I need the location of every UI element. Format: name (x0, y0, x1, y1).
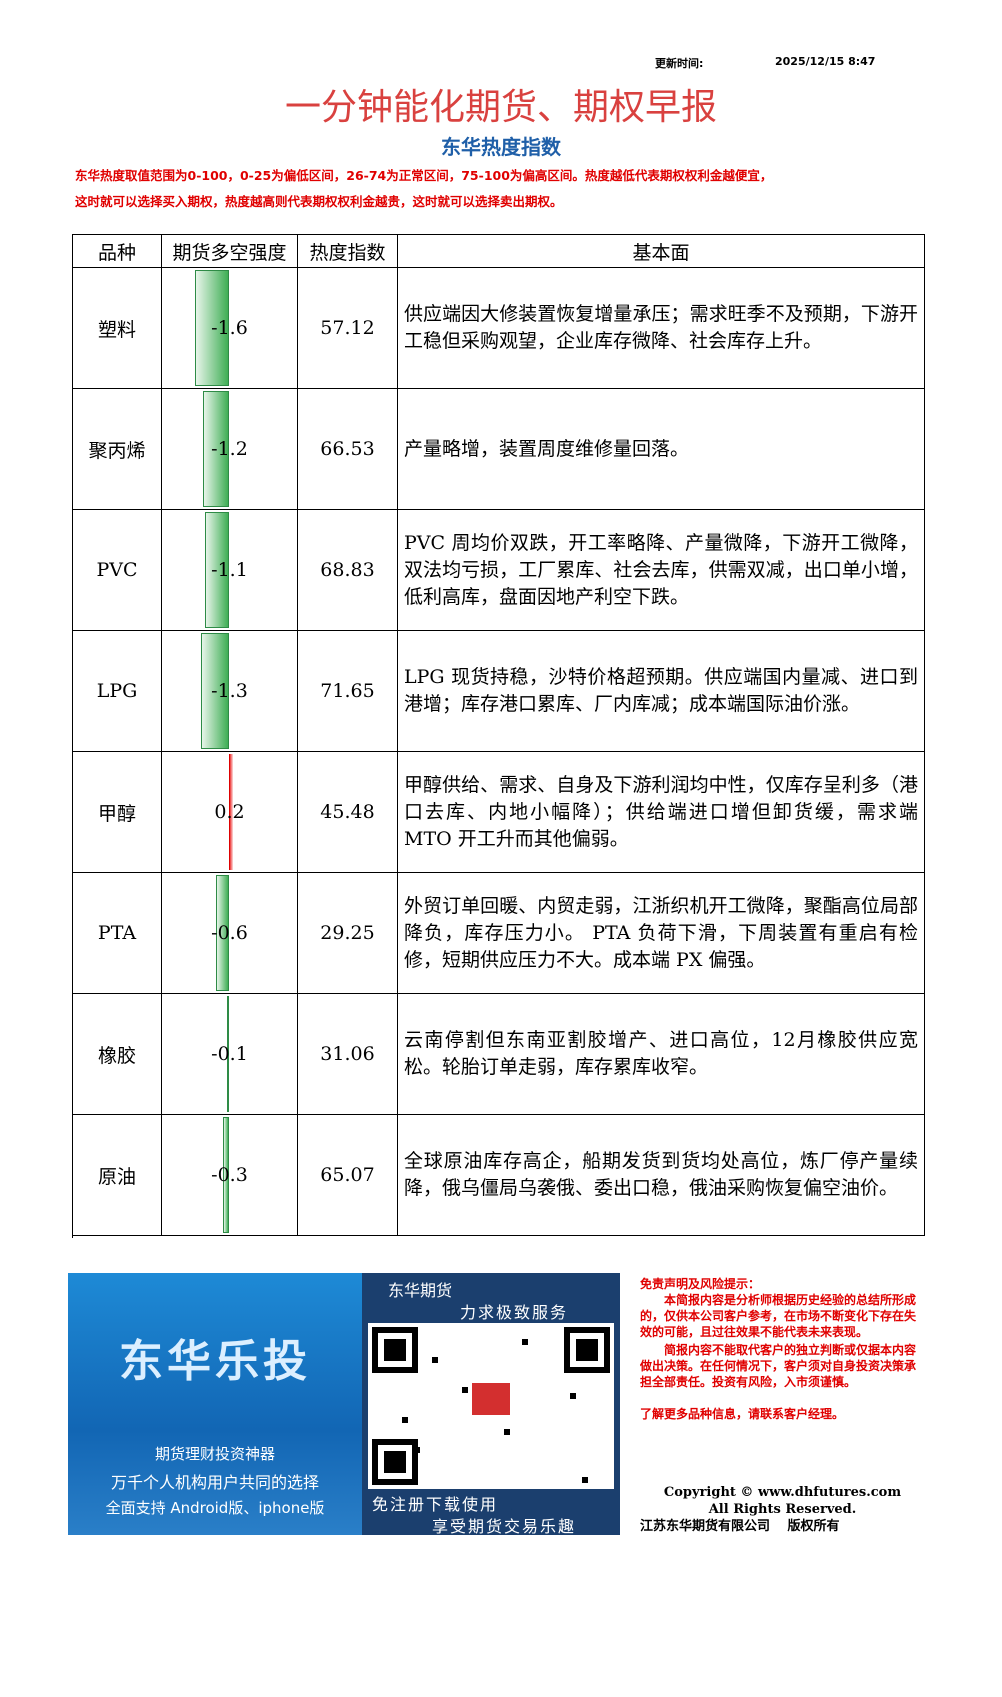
qr-module (402, 1417, 408, 1423)
heat-index: 66.53 (298, 389, 398, 510)
strength-bar (205, 512, 229, 628)
qr-module (432, 1357, 438, 1363)
strength-bar (222, 1117, 229, 1233)
strength-bar (226, 996, 229, 1112)
strength-bar (194, 270, 229, 386)
note: 东华热度取值范围为0-100，0-25为偏低区间，26-74为正常区间，75-1… (75, 168, 773, 183)
column-header: 热度指数 (298, 235, 398, 268)
strength-value: -1.3 (211, 680, 248, 702)
strength-bar (201, 633, 229, 749)
product-name: 甲醇 (73, 752, 162, 873)
column-header: 基本面 (398, 235, 925, 268)
strength-value: 0.2 (214, 801, 245, 823)
disclaimer-title: 免责声明及风险提示： (640, 1277, 761, 1291)
heat-index: 45.48 (298, 752, 398, 873)
strength-value: -0.3 (211, 1164, 248, 1186)
strength-cell: -0.6 (162, 873, 298, 994)
title: 一分钟能化期货、期权早报 (284, 87, 717, 128)
qr-text: 免注册下载使用 (372, 1495, 499, 1514)
ad-slogan: 万千个人机构用户共同的选择 (110, 1473, 319, 1492)
qr-text: 东华期货 (388, 1281, 453, 1300)
disclaimer-text: 本简报内容是分析师根据历史经验的总结所形成的，仅供本公司客户参考，在市场不断变化… (640, 1293, 917, 1339)
strength-value: -1.6 (211, 317, 248, 339)
disclaimer: 免责声明及风险提示： 本简报内容是分析师根据历史经验的总结所形成的，仅供本公司客… (640, 1276, 925, 1422)
strength-bar (229, 754, 234, 870)
update-label: 更新时间: (655, 57, 704, 70)
strength-value: -0.1 (211, 1043, 248, 1065)
product-name: 塑料 (73, 268, 162, 389)
qr-panel: 东华期货 力求极致服务 免注册下载使用 享受期货交易乐趣 (362, 1273, 620, 1536)
strength-cell: -1.6 (162, 268, 298, 389)
column-header: 期货多空强度 (162, 235, 298, 268)
qr-module (462, 1387, 468, 1393)
product-name: 聚丙烯 (73, 389, 162, 510)
product-name: 橡胶 (73, 994, 162, 1115)
qr-module (504, 1429, 510, 1435)
note: 这时就可以选择买入期权，热度越高则代表期权权利金越贵，这时就可以选择卖出期权。 (75, 194, 563, 209)
heat-index: 65.07 (298, 1115, 398, 1236)
fundamentals: 供应端因大修装置恢复增量承压；需求旺季不及预期，下游开工稳但采购观望，企业库存微… (398, 268, 925, 389)
heat-index: 57.12 (298, 268, 398, 389)
fundamentals: 云南停割但东南亚割胶增产、进口高位，12月橡胶供应宽松。轮胎订单走弱，库存累库收… (398, 994, 925, 1115)
qr-module (570, 1393, 576, 1399)
fundamentals: 甲醇供给、需求、自身及下游利润均中性，仅库存呈利多（港口去库、内地小幅降）；供给… (398, 752, 925, 873)
strength-bar (216, 875, 229, 991)
ad-slogan: 全面支持 Android版、iphone版 (105, 1499, 325, 1517)
qr-text: 享受期货交易乐趣 (432, 1517, 577, 1536)
ad-slogan: 期货理财投资神器 (154, 1445, 275, 1463)
fundamentals: LPG 现货持稳，沙特价格超预期。供应端国内量减、进口到港增；库存港口累库、厂内… (398, 631, 925, 752)
qr-module (384, 1451, 406, 1473)
fundamentals: PVC 周均价双跌，开工率略降、产量微降，下游开工微降，双法均亏损，工厂累库、社… (398, 510, 925, 631)
product-name: 原油 (73, 1115, 162, 1236)
product-name: PTA (73, 873, 162, 994)
heat-index: 71.65 (298, 631, 398, 752)
strength-cell: -1.2 (162, 389, 298, 510)
update-time: 2025/12/15 8:47 (775, 55, 876, 68)
fundamentals: 外贸订单回暖、内贸走弱，江浙织机开工微降，聚酯高位局部降负，库存压力小。 PTA… (398, 873, 925, 994)
qr-code (368, 1323, 614, 1489)
ad-banner: 东华乐投 期货理财投资神器 万千个人机构用户共同的选择 全面支持 Android… (68, 1273, 362, 1535)
heat-index: 29.25 (298, 873, 398, 994)
qr-module (472, 1383, 510, 1415)
qr-module (582, 1477, 588, 1483)
product-name: PVC (73, 510, 162, 631)
fundamentals: 产量略增，装置周度维修量回落。 (398, 389, 925, 510)
strength-cell: -1.3 (162, 631, 298, 752)
contact: 了解更多品种信息，请联系客户经理。 (640, 1407, 845, 1421)
company: 江苏东华期货有限公司 版权所有 (640, 1519, 840, 1534)
column-header: 品种 (73, 235, 162, 268)
copyright: Copyright © www.dhfutures.com All Rights… (640, 1484, 925, 1535)
subtitle: 东华热度指数 (441, 135, 561, 159)
strength-bar (203, 391, 229, 507)
copyright-line: All Rights Reserved. (708, 1502, 857, 1517)
strength-value: -1.1 (211, 559, 248, 581)
heat-index: 31.06 (298, 994, 398, 1115)
ad-brand: 东华乐投 (119, 1336, 311, 1387)
qr-module (576, 1339, 598, 1361)
strength-cell: -0.1 (162, 994, 298, 1115)
strength-value: -0.6 (211, 922, 248, 944)
qr-text: 力求极致服务 (460, 1303, 569, 1322)
strength-cell: 0.2 (162, 752, 298, 873)
product-name: LPG (73, 631, 162, 752)
fundamentals: 全球原油库存高企，船期发货到货均处高位，炼厂停产量续降，俄乌僵局乌袭俄、委出口稳… (398, 1115, 925, 1236)
disclaimer-text: 简报内容不能取代客户的独立判断或仅据本内容做出决策。在任何情况下，客户须对自身投… (640, 1343, 917, 1389)
table: 品种 期货多空强度 热度指数 基本面塑料 -1.6 57.12 供应端因大修装置恢复增量承压… (72, 234, 925, 1238)
strength-value: -1.2 (211, 438, 248, 460)
qr-module (522, 1339, 528, 1345)
strength-cell: -0.3 (162, 1115, 298, 1236)
copyright-line: Copyright © www.dhfutures.com (663, 1485, 902, 1500)
strength-cell: -1.1 (162, 510, 298, 631)
heat-index: 68.83 (298, 510, 398, 631)
qr-module (384, 1339, 406, 1361)
